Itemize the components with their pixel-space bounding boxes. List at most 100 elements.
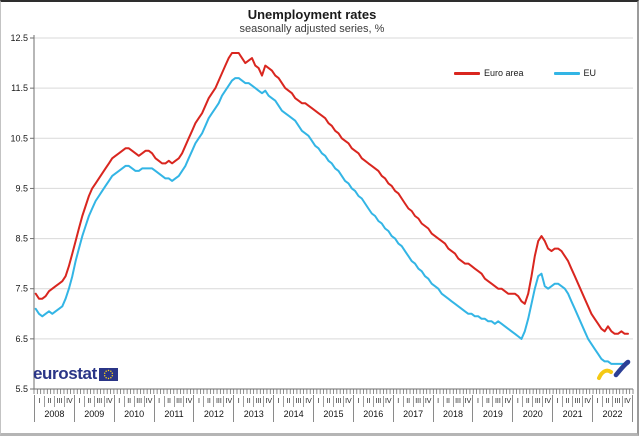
quarter-label: II [362,396,373,407]
legend-item-eu: EU [553,68,597,78]
quarter-label: I [237,398,240,405]
quarter-label: III [611,396,622,407]
year-cell-2013: I II III IV 2013 [233,395,273,422]
chart-subtitle: seasonally adjusted series, % [239,23,385,35]
quarter-label: II [402,396,413,407]
year-label: 2018 [443,409,464,419]
quarter-label: II [163,396,174,407]
year-cell-2014: I II III IV 2014 [273,395,313,422]
quarter-label: I [317,398,320,405]
year-label: 2015 [323,409,344,419]
quarter-label: II [522,396,532,407]
year-label: 2008 [44,409,65,419]
y-tick-label: 7.5 [15,284,28,294]
year-cell-2019: I II III IV 2019 [472,395,512,422]
quarter-label: IV [502,396,512,407]
quarter-label: II [482,396,492,407]
quarter-label: II [123,396,134,407]
quarter-label: I [516,398,519,405]
y-tick-label: 10.5 [10,133,28,143]
quarter-label: III [372,396,383,407]
year-label: 2010 [124,409,145,419]
quarter-label: IV [63,396,74,407]
year-cell-2011: I II III IV 2011 [153,395,194,422]
quarter-label: II [602,396,612,407]
quarter-label: III [492,396,502,407]
quarter-label: I [437,398,440,405]
year-label: 2020 [522,409,543,419]
quarter-label: II [203,396,213,407]
year-cell-2016: I II III IV 2016 [352,395,393,422]
year-cell-2018: I II III IV 2018 [432,395,473,422]
quarter-label: II [83,396,94,407]
quarter-label: III [293,396,303,407]
year-label: 2017 [403,409,424,419]
year-cell-2008: I II III IV 2008 [34,395,74,422]
quarter-label: III [452,396,463,407]
quarter-label: I [596,398,599,405]
year-label: 2014 [283,409,304,419]
quarter-label: III [213,396,223,407]
quarter-label: III [253,396,263,407]
legend-label-eu: EU [583,68,597,78]
x-axis-labels: I II III IV 2008 I II III IV 2009 I II III IV 2010 I II I… [34,395,633,422]
quarter-label: IV [621,396,632,407]
year-label: 2011 [164,409,184,419]
series-line-euro-area [34,52,629,335]
y-tick-label: 8.5 [15,234,28,244]
y-tick-label: 11.5 [11,83,28,93]
quarter-label: I [556,398,559,405]
flag-star [103,374,106,376]
y-tick-label: 9.5 [15,183,28,193]
quarter-label: I [118,398,121,405]
quarter-label: IV [582,396,592,407]
quarter-label: III [412,396,423,407]
y-tick-label: 6.5 [15,334,28,344]
series-line-eu [34,77,629,365]
quarter-label: II [43,396,54,407]
quarter-label: II [562,396,572,407]
quarter-label: IV [303,396,313,407]
flag-star [105,370,107,372]
year-label: 2012 [203,409,224,419]
year-cell-2020: I II III IV 2020 [512,395,552,422]
year-cell-2012: I II III IV 2012 [193,395,233,422]
year-label: 2022 [602,409,623,419]
quarter-label: IV [542,396,552,407]
flag-star [111,372,113,374]
flag-star [110,376,112,378]
quarter-label: II [243,396,253,407]
year-cell-2021: I II III IV 2021 [552,395,592,422]
quarter-label: I [78,398,81,405]
y-tick-label: 5.5 [15,384,28,394]
y-tick-label: 12.5 [10,33,28,43]
legend-item-euro-area: Euro area [454,68,524,78]
year-label: 2013 [243,409,264,419]
quarter-label: IV [103,396,114,407]
quarter-label: III [93,396,104,407]
quarter-label: IV [342,396,353,407]
year-label: 2019 [482,409,503,419]
flag-star [105,376,107,378]
quarter-label: II [283,396,293,407]
year-label: 2021 [562,409,583,419]
flag-star [107,377,110,379]
year-cell-2017: I II III IV 2017 [392,395,433,422]
legend: Euro area EU [454,68,596,78]
year-cell-2009: I II III IV 2009 [73,395,114,422]
eurostat-logo: eurostat [33,364,118,384]
quarter-label: IV [183,396,193,407]
quarter-label: III [532,396,542,407]
euroindicators-logo-icon [597,359,631,380]
title-block: Unemployment rates seasonally adjusted s… [1,7,623,35]
quarter-label: IV [263,396,273,407]
flag-star [110,370,112,372]
year-cell-2015: I II III IV 2015 [313,395,353,422]
quarter-label: II [442,396,453,407]
legend-line-euro-area-icon [454,71,480,75]
quarter-label: IV [223,396,233,407]
quarter-label: IV [462,396,473,407]
flag-star [103,372,106,374]
